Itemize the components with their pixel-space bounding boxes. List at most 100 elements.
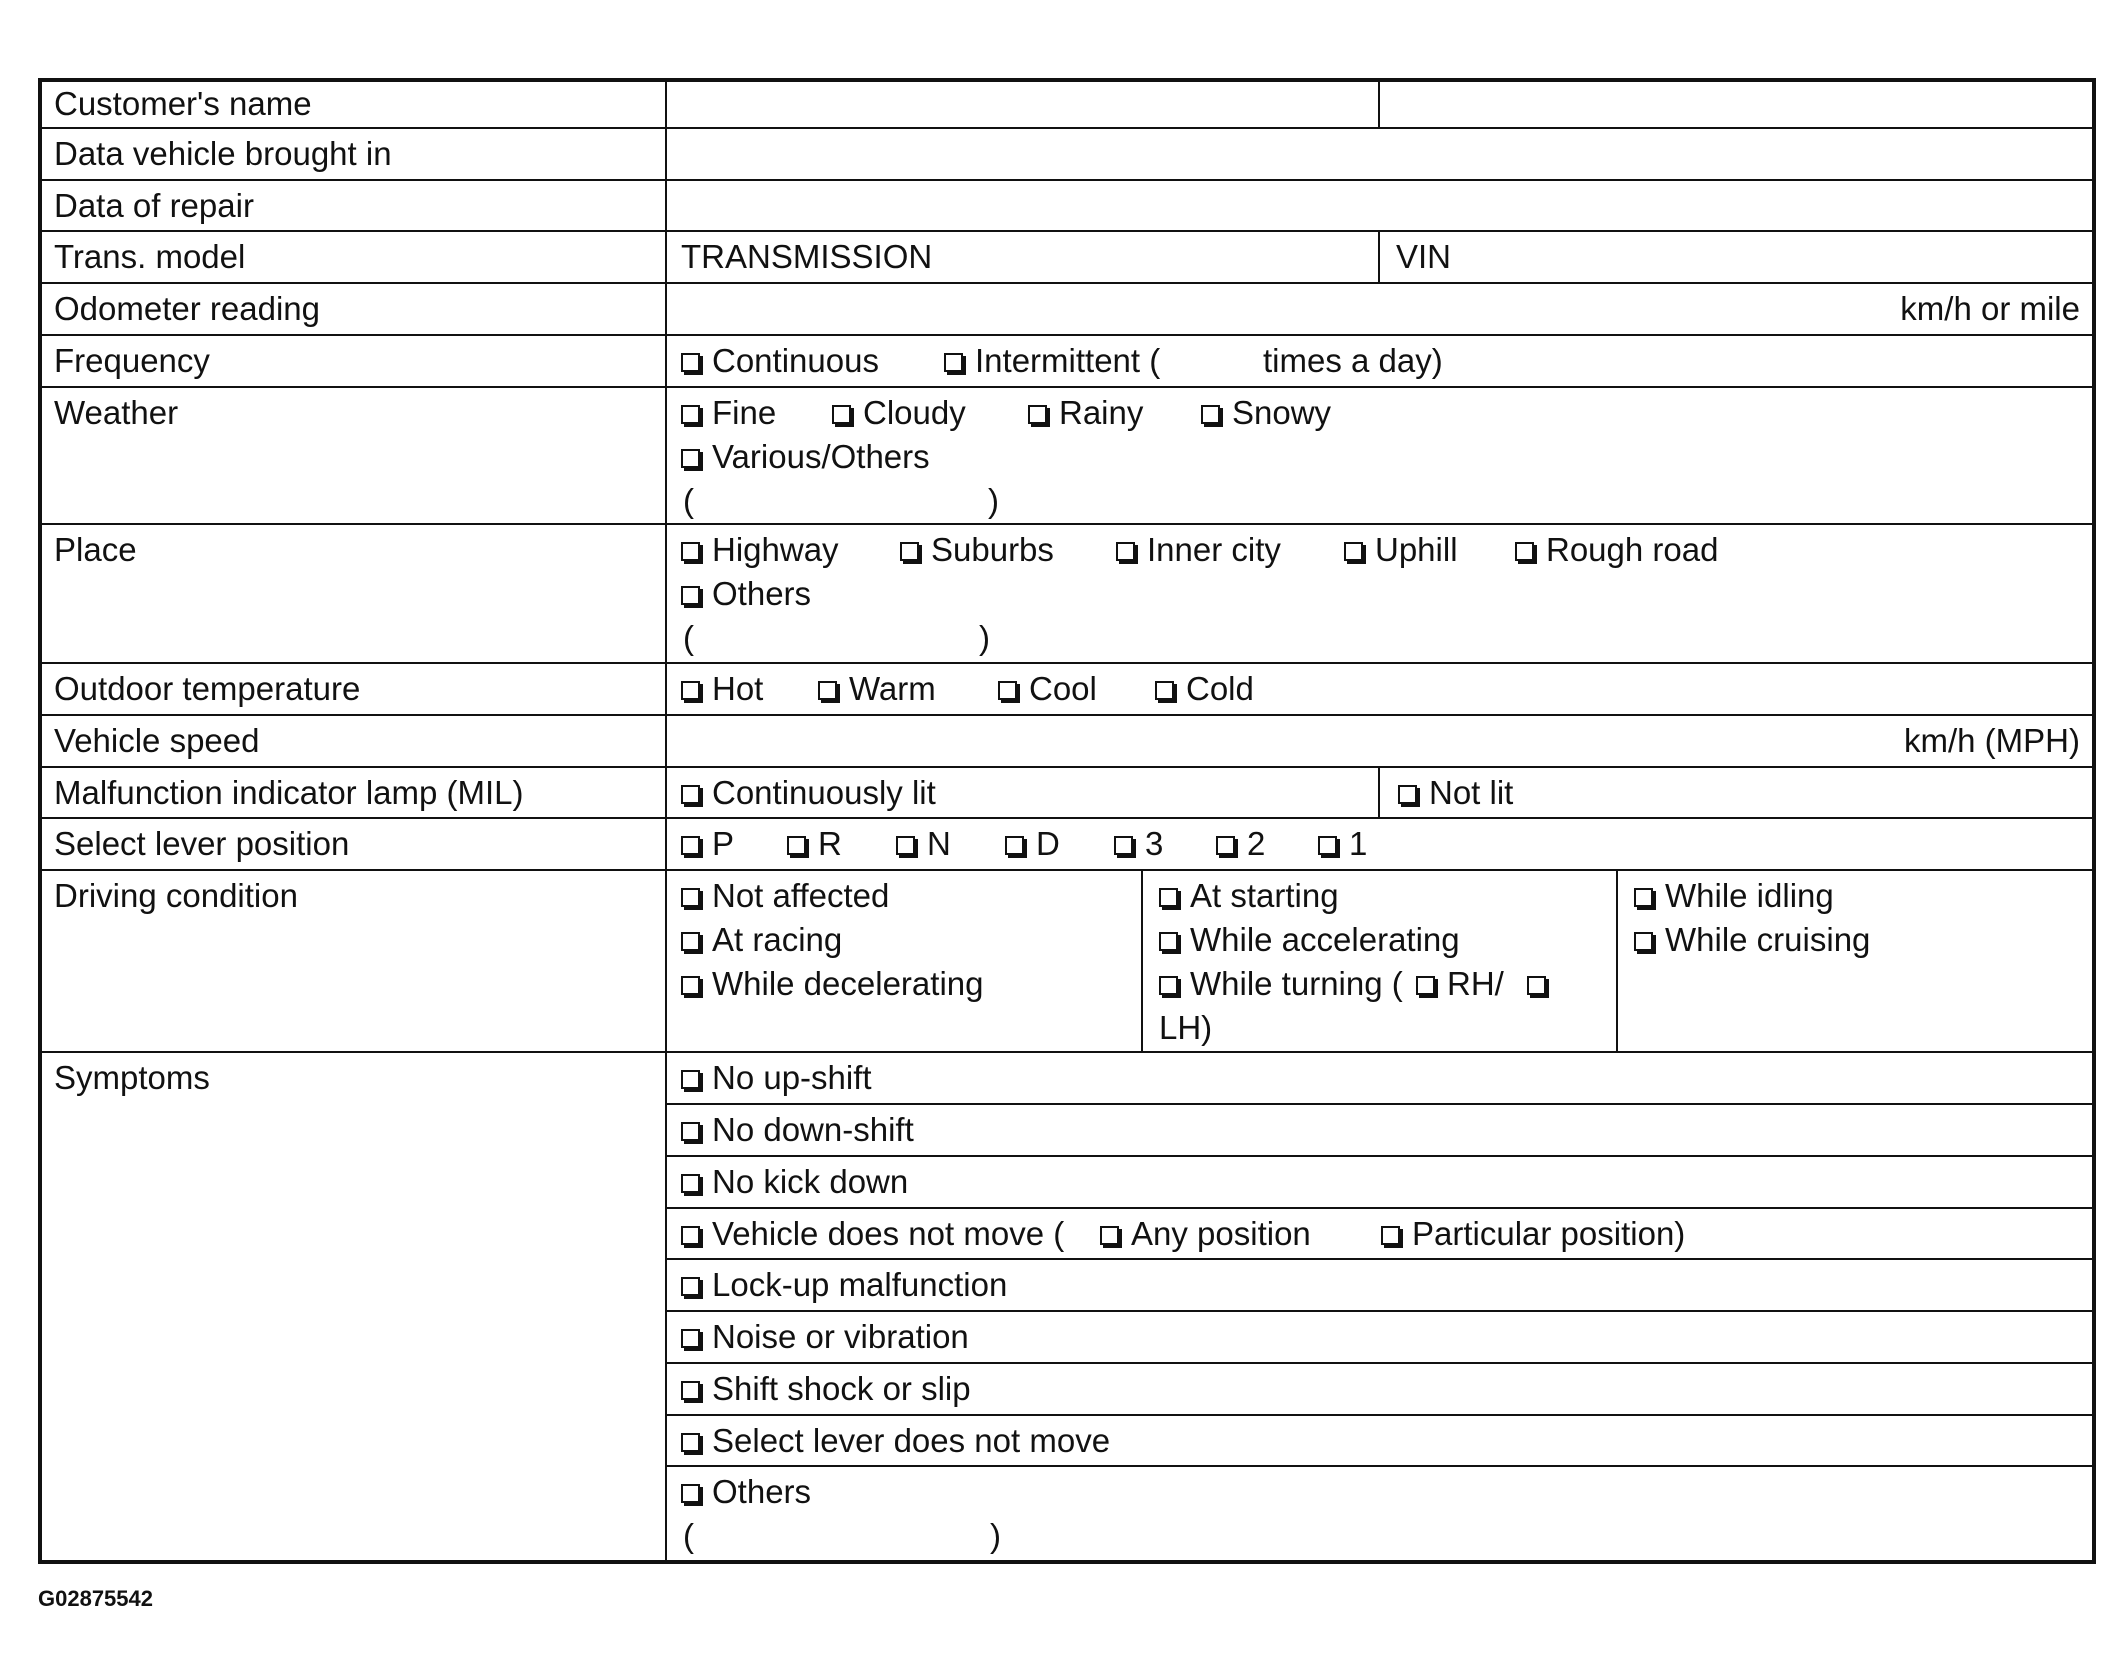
weather-paren-close: ) [988, 481, 999, 521]
place-option[interactable]: Others [681, 574, 811, 614]
select-lever-option[interactable]: R [787, 824, 842, 864]
checkbox[interactable] [900, 541, 919, 561]
checkbox[interactable] [681, 1328, 700, 1348]
checkbox[interactable] [896, 835, 915, 855]
driving-condition-option[interactable]: Not affected [681, 876, 889, 916]
symptom-option[interactable]: Select lever does not move [681, 1421, 1110, 1461]
weather-option[interactable]: Snowy [1201, 393, 1331, 433]
checkbox[interactable] [681, 931, 700, 951]
checkbox[interactable] [1344, 541, 1363, 561]
mil-option[interactable]: Not lit [1398, 773, 1513, 813]
checkbox[interactable] [1114, 835, 1133, 855]
checkbox[interactable] [1159, 975, 1178, 995]
symptom-option[interactable]: Others [681, 1472, 811, 1512]
driving-condition-option[interactable]: At racing [681, 920, 842, 960]
checkbox[interactable] [1005, 835, 1024, 855]
checkbox[interactable] [1381, 1225, 1400, 1245]
symptom-any-position[interactable]: Any position [1100, 1214, 1311, 1254]
select-lever-option-text: 3 [1145, 825, 1164, 862]
checkbox[interactable] [1515, 541, 1534, 561]
checkbox[interactable] [1155, 680, 1174, 700]
place-paren-open-text: ( [683, 619, 694, 656]
driving-condition-option[interactable]: While idling [1634, 876, 1834, 916]
checkbox[interactable] [1116, 541, 1135, 561]
checkbox[interactable] [1416, 975, 1435, 995]
driving-turning-lh[interactable] [1527, 964, 1558, 1004]
checkbox[interactable] [681, 1276, 700, 1296]
place-option[interactable]: Inner city [1116, 530, 1281, 570]
select-lever-option[interactable]: P [681, 824, 734, 864]
checkbox[interactable] [1216, 835, 1235, 855]
temperature-option[interactable]: Warm [818, 669, 936, 709]
select-lever-option[interactable]: D [1005, 824, 1060, 864]
place-option[interactable]: Suburbs [900, 530, 1054, 570]
checkbox[interactable] [1634, 931, 1653, 951]
place-option[interactable]: Rough road [1515, 530, 1718, 570]
checkbox[interactable] [1318, 835, 1337, 855]
weather-option[interactable]: Various/Others [681, 437, 930, 477]
checkbox[interactable] [681, 975, 700, 995]
field-label: Odometer reading [54, 289, 320, 329]
checkbox[interactable] [1398, 784, 1417, 804]
checkbox[interactable] [1201, 404, 1220, 424]
checkbox[interactable] [681, 1225, 700, 1245]
checkbox[interactable] [832, 404, 851, 424]
symptom-option[interactable]: No up-shift [681, 1058, 872, 1098]
checkbox[interactable] [787, 835, 806, 855]
checkbox[interactable] [1634, 887, 1653, 907]
select-lever-option[interactable]: 3 [1114, 824, 1163, 864]
temperature-option[interactable]: Cold [1155, 669, 1254, 709]
weather-option[interactable]: Cloudy [832, 393, 966, 433]
weather-option[interactable]: Rainy [1028, 393, 1143, 433]
frequency-option[interactable]: Intermittent ( [944, 341, 1160, 381]
driving-condition-option[interactable]: At starting [1159, 876, 1339, 916]
frequency-option[interactable]: Continuous [681, 341, 879, 381]
checkbox[interactable] [1159, 931, 1178, 951]
weather-option-text: Cloudy [863, 394, 966, 431]
checkbox[interactable] [681, 1432, 700, 1452]
place-option[interactable]: Highway [681, 530, 839, 570]
checkbox[interactable] [681, 404, 700, 424]
checkbox[interactable] [944, 352, 963, 372]
driving-condition-option[interactable]: While decelerating [681, 964, 983, 1004]
checkbox[interactable] [818, 680, 837, 700]
checkbox[interactable] [998, 680, 1017, 700]
checkbox[interactable] [681, 1173, 700, 1193]
checkbox[interactable] [681, 887, 700, 907]
select-lever-option[interactable]: N [896, 824, 951, 864]
select-lever-option[interactable]: 1 [1318, 824, 1367, 864]
checkbox[interactable] [681, 1121, 700, 1141]
driving-condition-option[interactable]: While cruising [1634, 920, 1870, 960]
checkbox[interactable] [681, 1380, 700, 1400]
checkbox[interactable] [1159, 887, 1178, 907]
checkbox[interactable] [681, 1483, 700, 1503]
checkbox[interactable] [1527, 975, 1546, 995]
select-lever-option[interactable]: 2 [1216, 824, 1265, 864]
symptom-option[interactable]: No down-shift [681, 1110, 914, 1150]
checkbox[interactable] [681, 835, 700, 855]
driving-turning-rh[interactable]: RH/ [1416, 964, 1504, 1004]
checkbox[interactable] [681, 1069, 700, 1089]
checkbox[interactable] [681, 352, 700, 372]
weather-option[interactable]: Fine [681, 393, 776, 433]
symptom-option[interactable]: Lock-up malfunction [681, 1265, 1007, 1305]
symptom-option[interactable]: No kick down [681, 1162, 908, 1202]
checkbox[interactable] [681, 680, 700, 700]
place-option[interactable]: Uphill [1344, 530, 1458, 570]
checkbox[interactable] [681, 541, 700, 561]
symptom-option[interactable]: Noise or vibration [681, 1317, 969, 1357]
temperature-option[interactable]: Cool [998, 669, 1097, 709]
checkbox[interactable] [681, 784, 700, 804]
symptom-option[interactable]: Vehicle does not move ( [681, 1214, 1064, 1254]
select-lever-option-text: P [712, 825, 735, 862]
driving-turning-option[interactable]: While turning ( [1159, 964, 1403, 1004]
temperature-option[interactable]: Hot [681, 669, 763, 709]
checkbox[interactable] [1100, 1225, 1119, 1245]
checkbox[interactable] [681, 448, 700, 468]
symptom-particular-position[interactable]: Particular position) [1381, 1214, 1685, 1254]
checkbox[interactable] [681, 585, 700, 605]
checkbox[interactable] [1028, 404, 1047, 424]
driving-condition-option[interactable]: While accelerating [1159, 920, 1460, 960]
mil-option[interactable]: Continuously lit [681, 773, 936, 813]
symptom-option[interactable]: Shift shock or slip [681, 1369, 971, 1409]
